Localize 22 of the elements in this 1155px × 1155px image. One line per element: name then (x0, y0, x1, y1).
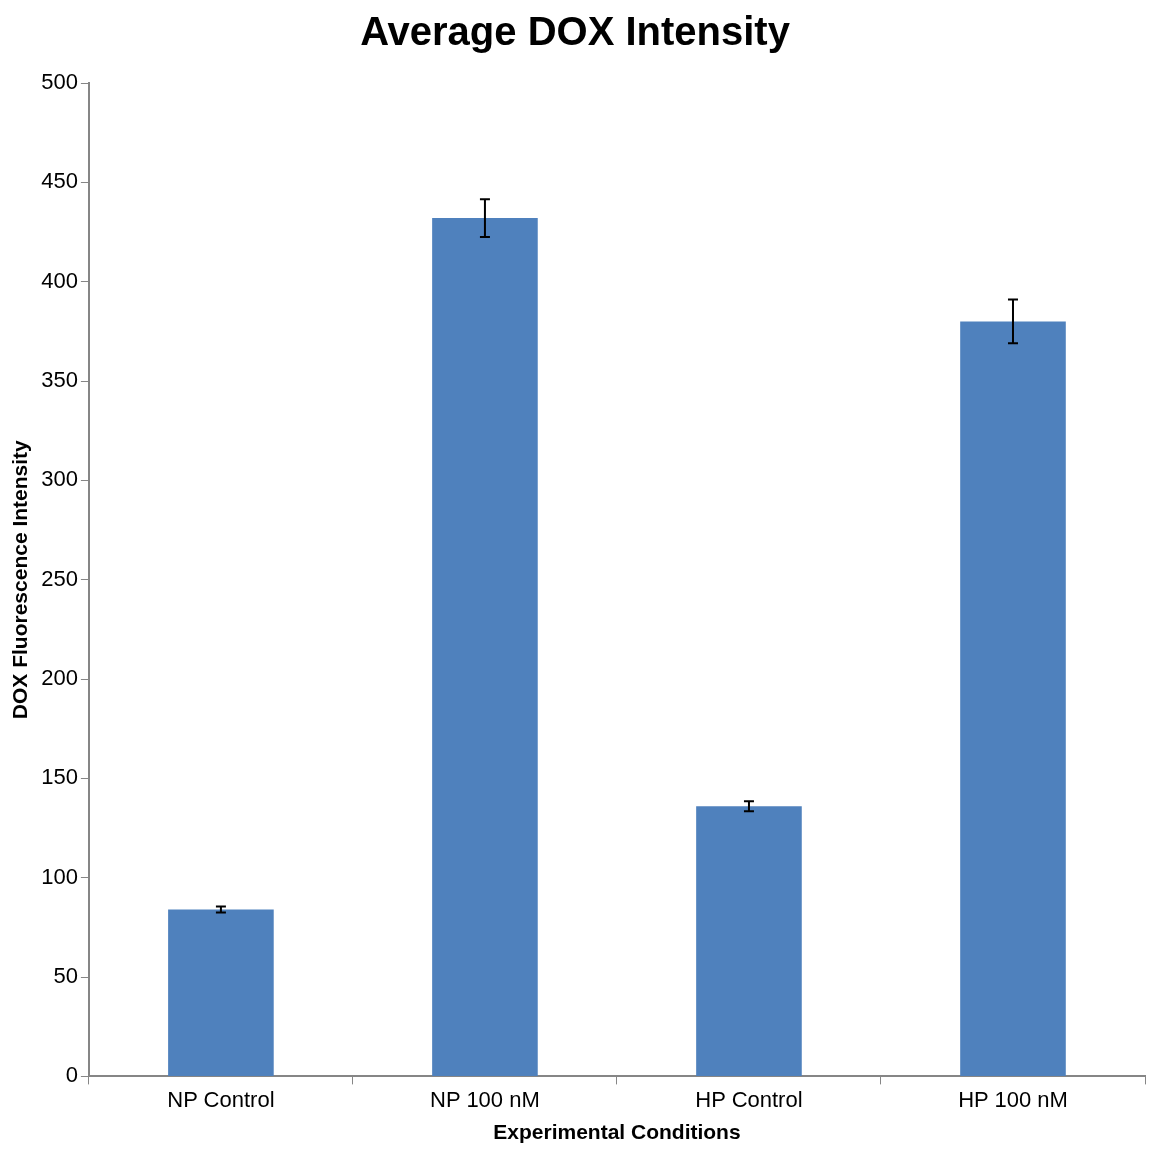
y-axis-title: DOX Fluorescence Intensity (8, 439, 32, 720)
y-tick-label: 400 (41, 267, 78, 293)
x-tick-label: NP Control (167, 1086, 275, 1112)
y-tick-label: 100 (41, 863, 78, 889)
x-tick-label: HP 100 nM (958, 1086, 1068, 1112)
y-tick-label: 150 (41, 764, 78, 790)
x-tick-label: HP Control (695, 1086, 803, 1112)
bar (696, 806, 802, 1076)
y-tick-label: 250 (41, 565, 78, 591)
bar (168, 909, 274, 1076)
y-tick-label: 350 (41, 367, 78, 393)
y-tick-label: 0 (65, 1062, 78, 1088)
chart-title: Average DOX Intensity (360, 9, 791, 54)
y-tick-label: 300 (41, 466, 78, 492)
x-axis-title: Experimental Conditions (493, 1120, 741, 1144)
y-tick-label: 500 (41, 69, 78, 95)
y-tick-label: 200 (41, 665, 78, 691)
bar (960, 321, 1066, 1076)
y-tick-label: 450 (41, 168, 78, 194)
bar (432, 218, 538, 1076)
x-tick-label: NP 100 nM (430, 1086, 540, 1112)
y-tick-label: 50 (53, 963, 78, 989)
